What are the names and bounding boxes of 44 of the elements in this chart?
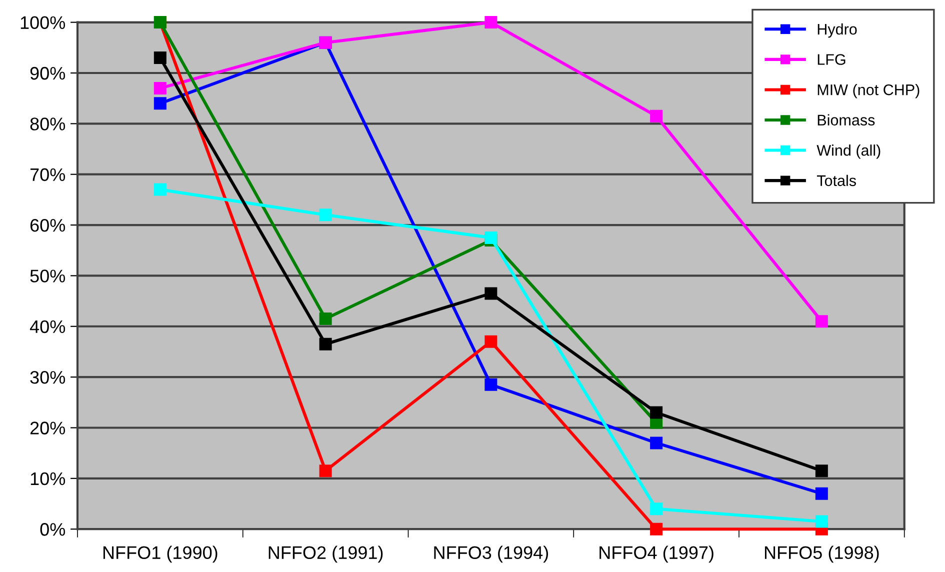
y-tick-label: 0% [40, 523, 66, 536]
point [484, 16, 498, 29]
x-tick-label: NFFO4 (1997) [600, 546, 714, 563]
legend-label: LFG [818, 54, 846, 65]
point [154, 52, 166, 64]
x-tick-label: NFFO3 (1994) [434, 546, 548, 563]
y-tick-label: 40% [30, 320, 66, 334]
point [319, 312, 332, 326]
point [319, 464, 332, 478]
point [815, 515, 828, 528]
y-tick-label: 20% [30, 422, 66, 434]
legend-label: Biomass [818, 114, 875, 126]
y-tick-label: 80% [30, 118, 66, 130]
point [484, 231, 498, 244]
y-tick-label: 30% [30, 370, 66, 384]
x-tick-label: NFFO2 (1991) [268, 546, 383, 563]
y-tick-label: 100% [20, 16, 66, 30]
point [650, 522, 663, 536]
y-tick-label: 90% [30, 66, 66, 80]
point [484, 287, 498, 300]
x-tick-label: NFFO1 (1990) [103, 546, 218, 563]
point [650, 502, 663, 516]
point [650, 110, 663, 122]
y-tick-label: 10% [30, 472, 66, 486]
point [815, 464, 828, 478]
point [154, 97, 166, 110]
legend-label: Hydro [818, 23, 857, 38]
point [484, 335, 498, 348]
point [484, 378, 498, 391]
legend-label: Totals [816, 174, 856, 186]
y-tick-label: 50% [30, 270, 66, 282]
point [650, 436, 663, 450]
y-tick-label: 60% [30, 218, 66, 232]
point [319, 338, 332, 350]
legend-label: Wind (all) [816, 144, 880, 159]
y-tick-label: 70% [30, 168, 66, 182]
point [815, 487, 828, 500]
point [319, 208, 332, 222]
point [154, 82, 166, 94]
x-tick-label: NFFO5 (1998) [764, 546, 879, 563]
point [154, 183, 166, 196]
point [650, 406, 663, 419]
point [815, 315, 828, 328]
legend-label: MIW (not CHP) [818, 84, 920, 98]
